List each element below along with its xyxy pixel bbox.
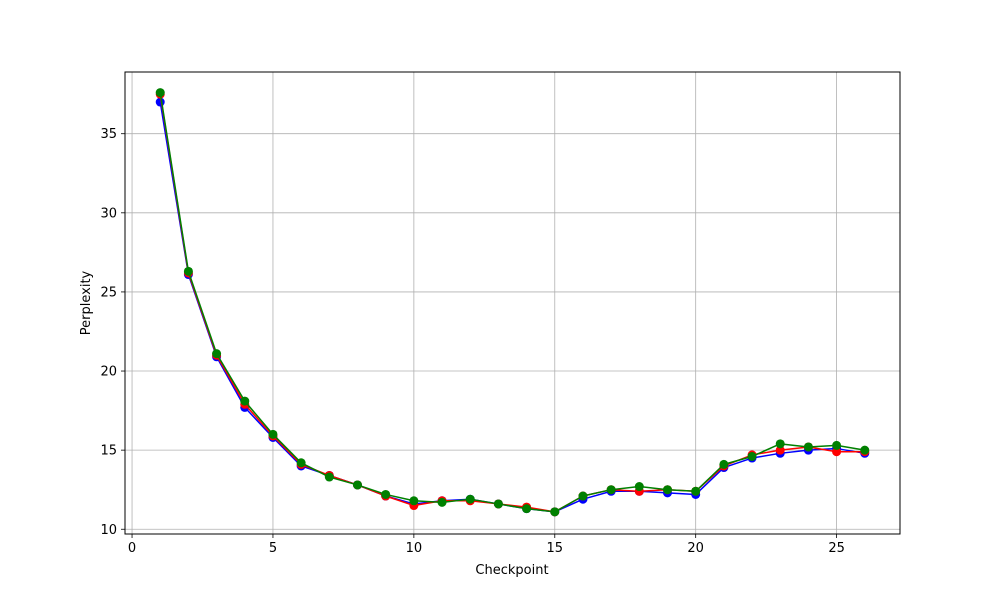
data-point — [465, 494, 475, 504]
series-layer — [155, 88, 870, 517]
y-tick-label: 10 — [100, 523, 117, 538]
data-point — [691, 486, 701, 496]
x-tick-label: 15 — [546, 541, 563, 556]
x-tick-label: 10 — [406, 541, 423, 556]
y-tick-label: 35 — [100, 127, 117, 142]
data-point — [747, 451, 757, 461]
series-line — [159, 92, 865, 513]
data-point — [832, 440, 842, 450]
data-point — [719, 459, 729, 469]
x-axis-label: Checkpoint — [475, 563, 548, 578]
data-point — [437, 497, 447, 507]
plot-frame — [124, 71, 901, 535]
y-tick-label: 25 — [100, 285, 117, 300]
data-point — [381, 489, 391, 499]
data-point — [353, 480, 362, 490]
x-tick-label: 25 — [828, 541, 845, 556]
x-tick-label: 20 — [687, 541, 704, 556]
x-tick-label: 0 — [128, 541, 136, 556]
data-point — [493, 499, 503, 509]
data-point — [606, 485, 616, 495]
data-point — [324, 472, 334, 482]
axis-ticks: 0 5 10 15 20 25 10 15 20 25 30 35 — [100, 127, 844, 556]
data-point — [183, 266, 193, 276]
data-point — [268, 429, 278, 439]
data-point — [663, 485, 672, 495]
data-point — [550, 507, 560, 517]
data-point — [409, 496, 419, 506]
data-point — [578, 491, 588, 501]
y-axis-label: Perplexity — [79, 270, 94, 335]
data-point — [296, 458, 306, 468]
data-point — [803, 442, 813, 452]
grid-lines — [125, 72, 900, 534]
data-point — [775, 445, 785, 455]
data-point — [860, 445, 870, 455]
data-point — [240, 396, 250, 406]
data-point — [775, 439, 785, 449]
series-line — [159, 94, 865, 513]
data-point — [212, 349, 222, 359]
y-tick-label: 15 — [100, 444, 117, 459]
data-point — [155, 88, 165, 98]
series-3 — [155, 88, 870, 517]
data-point — [634, 482, 644, 492]
data-point — [832, 447, 842, 457]
plot-area — [125, 72, 900, 534]
y-tick-label: 20 — [100, 365, 117, 380]
data-point — [522, 504, 532, 514]
x-tick-label: 5 — [269, 541, 277, 556]
y-tick-label: 30 — [100, 206, 117, 221]
